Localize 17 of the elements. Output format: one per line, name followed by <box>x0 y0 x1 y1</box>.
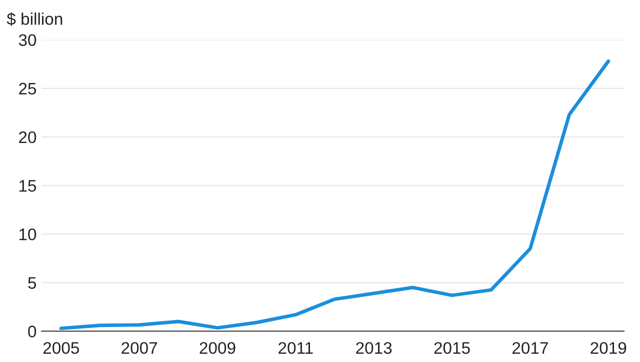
x-tick-label: 2011 <box>278 342 313 354</box>
y-axis-title: $ billion <box>6 12 62 26</box>
y-tick-label: 20 <box>19 131 36 144</box>
y-tick-label: 0 <box>28 326 36 338</box>
x-tick-label: 2017 <box>512 342 548 354</box>
x-tick-label: 2013 <box>356 342 392 354</box>
y-tick-label: 15 <box>19 180 36 192</box>
x-tick-label: 2015 <box>434 342 470 354</box>
x-tick-label: 2019 <box>590 342 626 354</box>
x-tick-label: 2009 <box>200 342 236 354</box>
x-tick-label: 2007 <box>122 342 158 354</box>
y-tick-label: 25 <box>19 82 36 95</box>
x-tick-label: 2005 <box>43 342 79 354</box>
y-tick-label: 10 <box>19 228 36 240</box>
y-tick-label: 30 <box>18 34 36 46</box>
y-tick-label: 5 <box>28 277 36 289</box>
line-series <box>59 59 610 330</box>
